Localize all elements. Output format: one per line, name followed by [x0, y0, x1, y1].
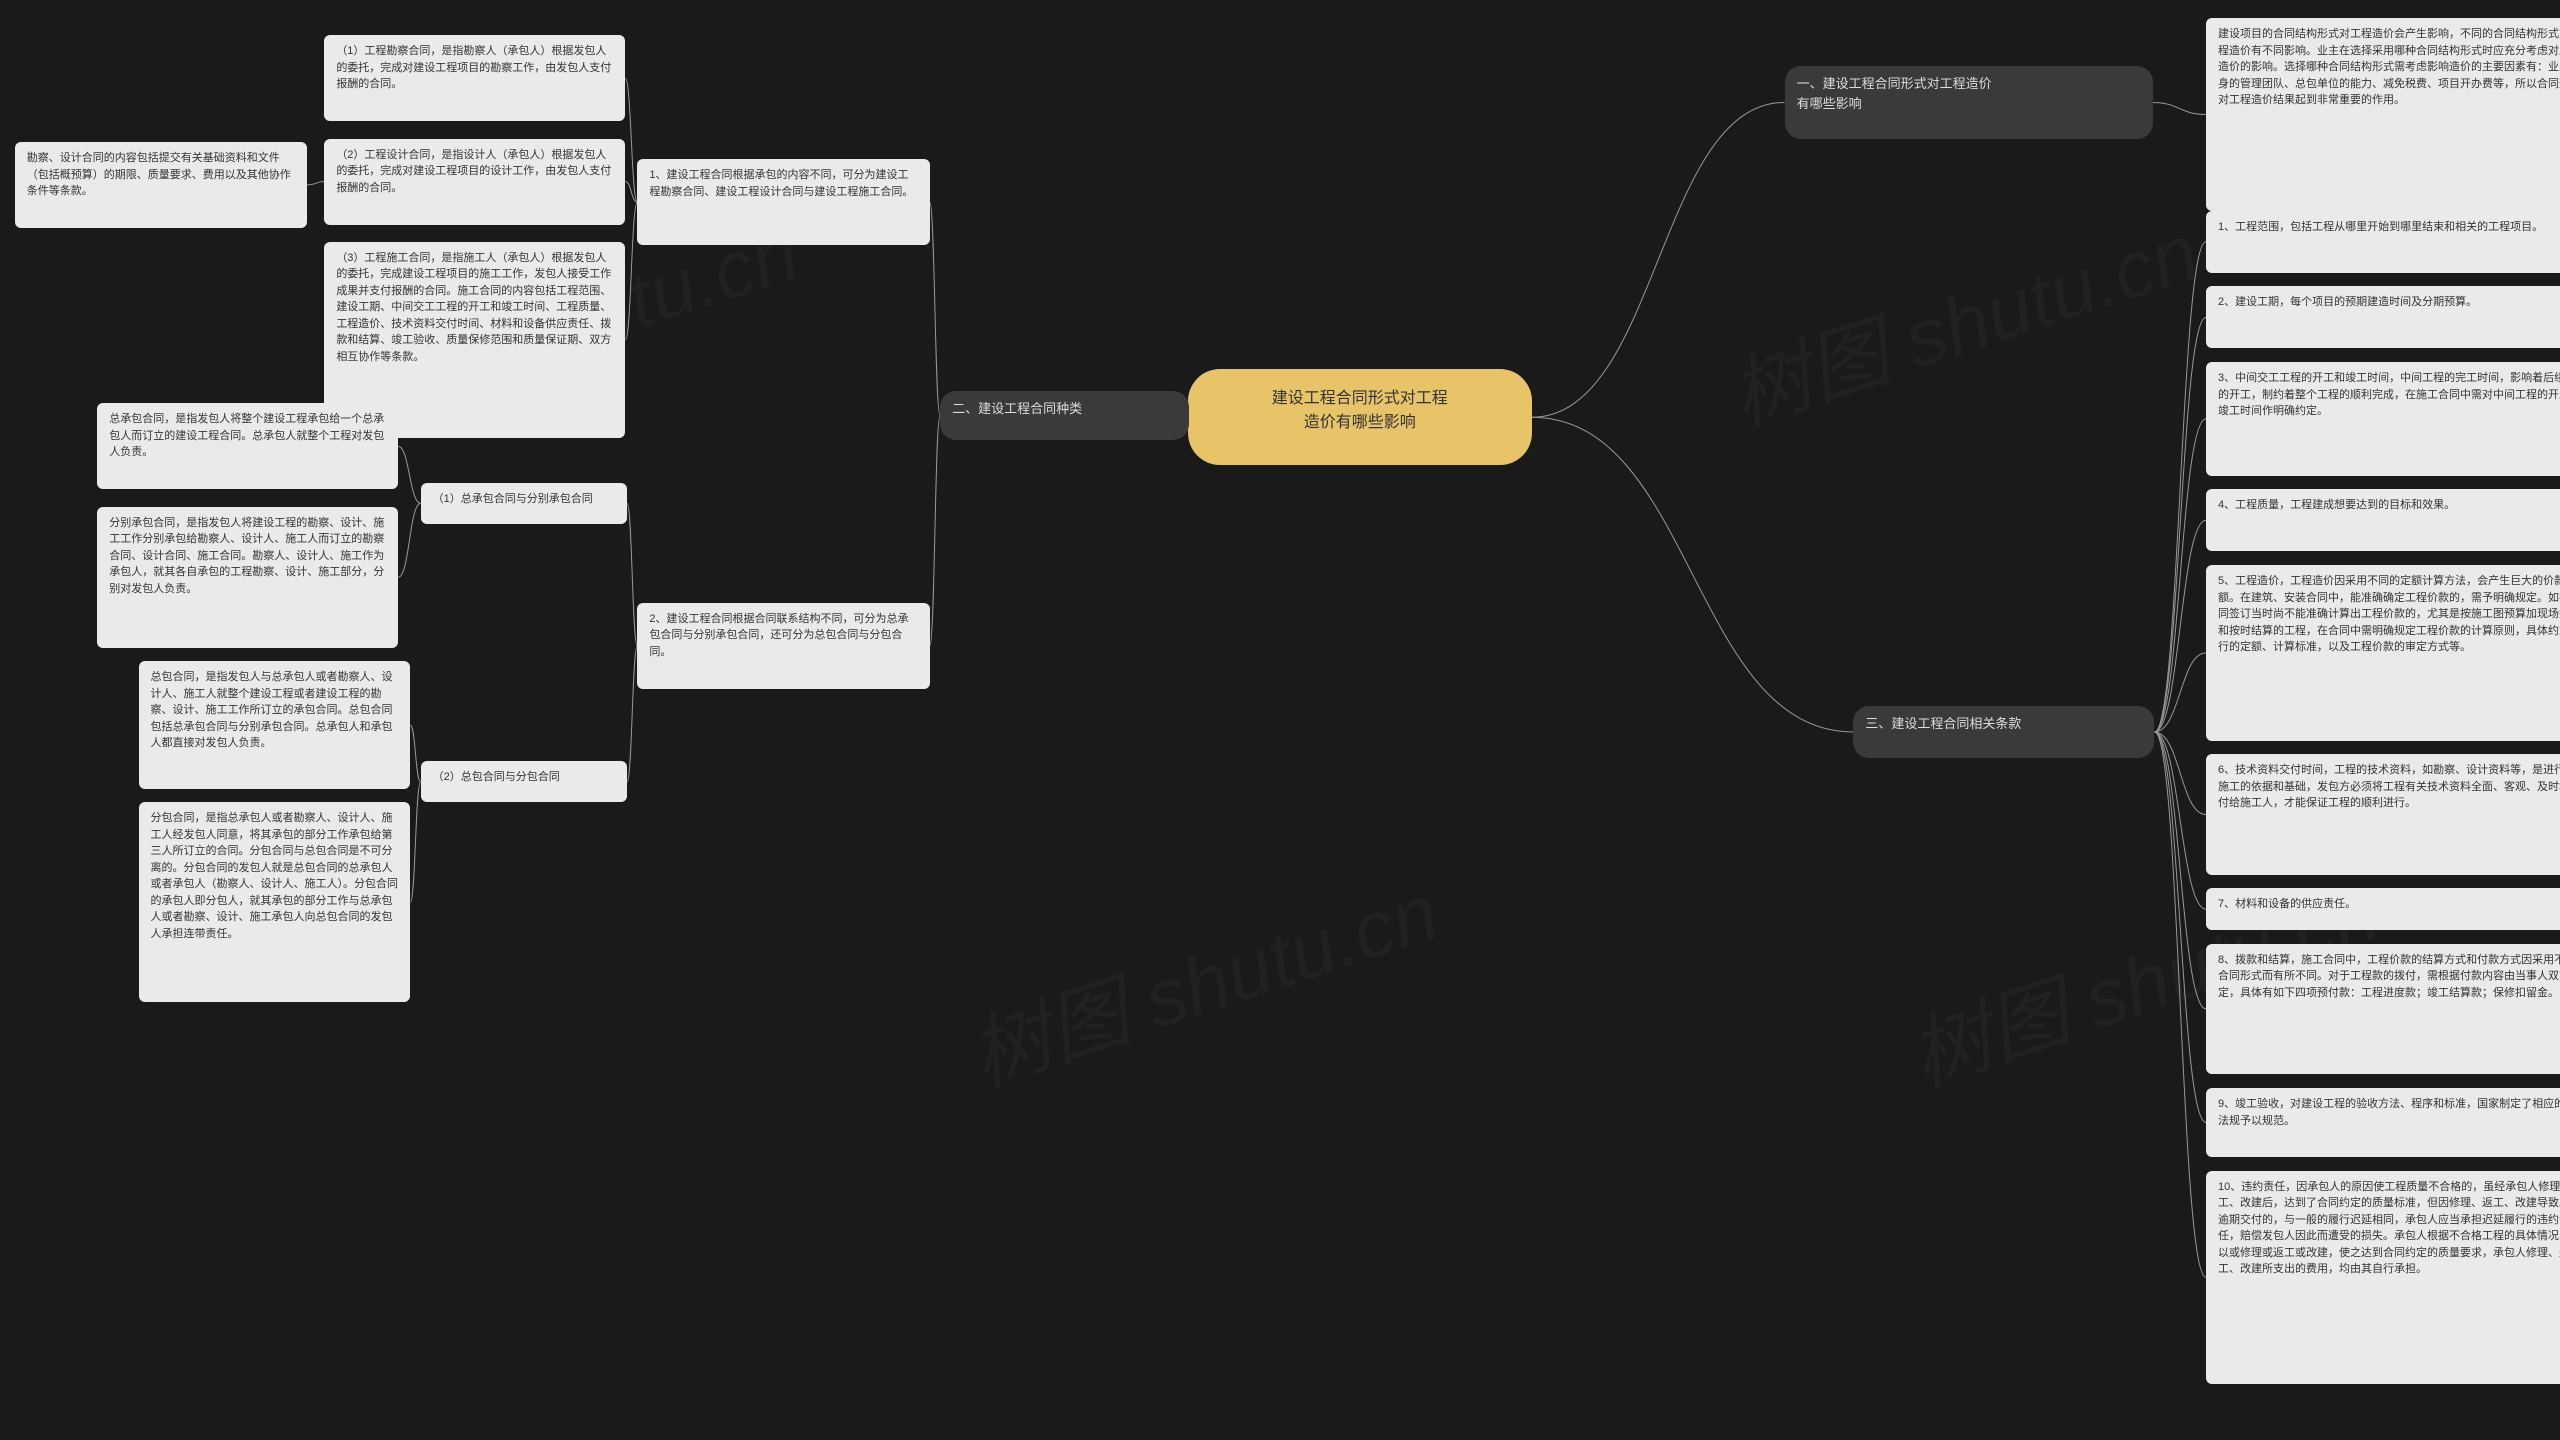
edge [1532, 102, 1785, 417]
node-b1d: 建设项目的合同结构形式对工程造价会产生影响，不同的合同结构形式对工程造价有不同影… [2206, 18, 2560, 211]
node-b3_9: 9、竣工验收，对建设工程的验收方法、程序和标准，国家制定了相应的行政法规予以规范… [2206, 1088, 2560, 1157]
edge [410, 782, 420, 902]
edge [410, 725, 420, 782]
node-b2_2b1: 总包合同，是指发包人与总承包人或者勘察人、设计人、施工人就整个建设工程或者建设工… [139, 661, 411, 788]
edge [2154, 419, 2206, 732]
node-b3_5: 5、工程造价，工程造价因采用不同的定额计算方法，会产生巨大的价款差额。在建筑、安… [2206, 565, 2560, 740]
edge [2154, 317, 2206, 732]
edge [625, 202, 637, 340]
node-b2: 二、建设工程合同种类 [940, 391, 1189, 439]
node-b3_2: 2、建设工期，每个项目的预期建造时间及分期预算。 [2206, 286, 2560, 348]
watermark: 树图 shutu.cn [1714, 188, 2211, 448]
edge [930, 202, 940, 415]
edge [627, 503, 637, 646]
edge [398, 503, 420, 577]
watermark: 树图 shutu.cn [954, 848, 1451, 1108]
node-b2_1bd: 勘察、设计合同的内容包括提交有关基础资料和文件（包括概预算）的期限、质量要求、费… [15, 142, 307, 228]
node-b3_8: 8、拨款和结算，施工合同中，工程价款的结算方式和付款方式因采用不同的合同形式而有… [2206, 944, 2560, 1075]
edge [2154, 242, 2206, 732]
edge [2154, 732, 2206, 909]
edge [625, 182, 637, 203]
node-b2_1: 1、建设工程合同根据承包的内容不同，可分为建设工程勘察合同、建设工程设计合同与建… [637, 159, 929, 245]
node-b2_2b: （2）总包合同与分包合同 [421, 761, 627, 802]
node-b2_1b: （2）工程设计合同，是指设计人（承包人）根据发包人的委托，完成对建设工程项目的设… [324, 139, 625, 225]
node-b3_3: 3、中间交工工程的开工和竣工时间，中间工程的完工时间，影响着后续工程的开工，制约… [2206, 362, 2560, 476]
edge [930, 415, 940, 645]
node-b3_4: 4、工程质量，工程建成想要达到的目标和效果。 [2206, 489, 2560, 551]
edge [2154, 520, 2206, 732]
edge [2154, 732, 2206, 1277]
node-b1: 一、建设工程合同形式对工程造价有哪些影响 [1785, 66, 2153, 138]
node-b3_6: 6、技术资料交付时间，工程的技术资料，如勘察、设计资料等，是进行建筑施工的依据和… [2206, 754, 2560, 874]
edge [307, 182, 324, 185]
node-b2_2b2: 分包合同，是指总承包人或者勘察人、设计人、施工人经发包人同意，将其承包的部分工作… [139, 802, 411, 1002]
edge [2154, 732, 2206, 1122]
node-root: 建设工程合同形式对工程造价有哪些影响 [1188, 369, 1532, 465]
node-b2_2a1: 总承包合同，是指发包人将整个建设工程承包给一个总承包人而订立的建设工程合同。总承… [97, 403, 398, 489]
edge [2153, 102, 2206, 114]
edge [2154, 732, 2206, 815]
edge [1532, 417, 1854, 732]
node-b2_2a: （1）总承包合同与分别承包合同 [421, 483, 627, 524]
node-b3_1: 1、工程范围，包括工程从哪里开始到哪里结束和相关的工程项目。 [2206, 211, 2560, 273]
node-b3: 三、建设工程合同相关条款 [1853, 706, 2154, 758]
node-b3_7: 7、材料和设备的供应责任。 [2206, 888, 2560, 929]
edge [398, 446, 420, 503]
node-b3_10: 10、违约责任，因承包人的原因使工程质量不合格的，虽经承包人修理、返工、改建后，… [2206, 1171, 2560, 1384]
edge [2154, 653, 2206, 732]
edge [625, 78, 637, 202]
edge [2154, 732, 2206, 1009]
node-b2_2a2: 分别承包合同，是指发包人将建设工程的勘察、设计、施工工作分别承包给勘察人、设计人… [97, 507, 398, 648]
node-b2_1a: （1）工程勘察合同，是指勘察人（承包人）根据发包人的委托，完成对建设工程项目的勘… [324, 35, 625, 121]
node-b2_2: 2、建设工程合同根据合同联系结构不同，可分为总承包合同与分别承包合同，还可分为总… [637, 603, 929, 689]
edge [627, 646, 637, 782]
